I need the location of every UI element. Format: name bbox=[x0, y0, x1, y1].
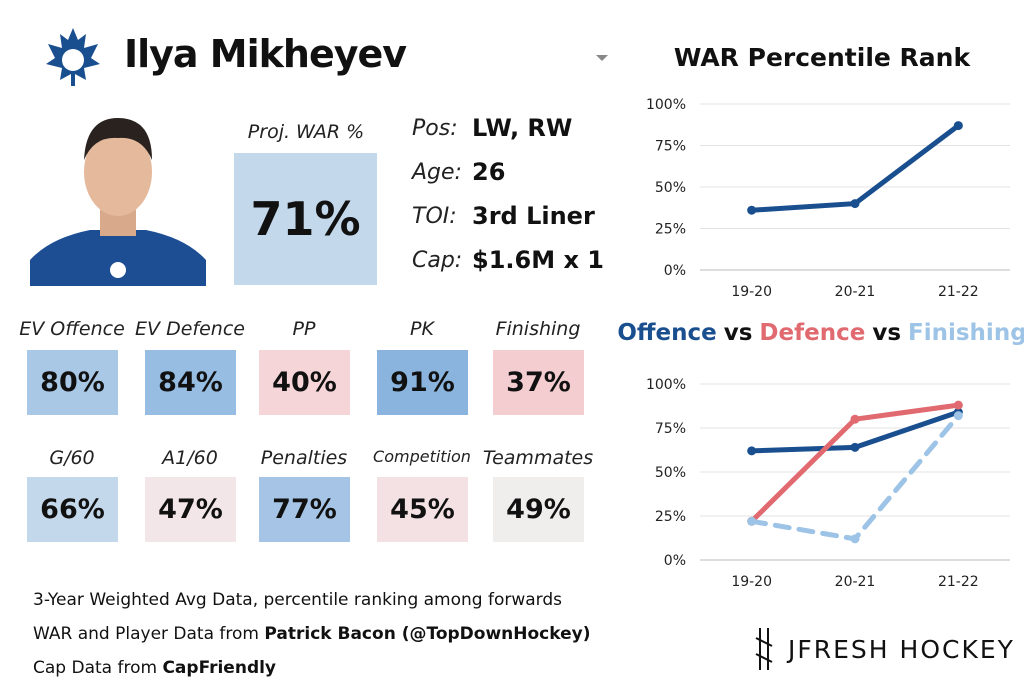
y-tick-label: 50% bbox=[655, 180, 686, 196]
x-tick-label: 21-22 bbox=[938, 574, 979, 590]
y-tick-label: 0% bbox=[664, 553, 686, 569]
bio-label: TOI: bbox=[412, 204, 457, 229]
dropdown-arrow[interactable] bbox=[594, 53, 610, 63]
series-line bbox=[749, 123, 961, 213]
y-tick-label: 0% bbox=[664, 263, 686, 279]
tile-label: EV Defence bbox=[135, 318, 245, 340]
y-tick-label: 25% bbox=[655, 509, 686, 525]
y-tick-label: 75% bbox=[655, 421, 686, 437]
legend-entry: Offence bbox=[617, 320, 716, 346]
tile-value: 47% bbox=[145, 477, 236, 542]
x-tick-label: 20-21 bbox=[835, 284, 876, 300]
tile-value: 91% bbox=[377, 350, 468, 415]
bio-value: 3rd Liner bbox=[472, 202, 595, 230]
x-tick-label: 21-22 bbox=[938, 284, 979, 300]
player-photo bbox=[30, 118, 206, 286]
brand-name: JFRESH HOCKEY bbox=[788, 635, 1015, 664]
brand-mark bbox=[755, 628, 773, 670]
footer-cap: Cap Data from CapFriendly bbox=[33, 658, 276, 678]
tile-value: 66% bbox=[27, 477, 118, 542]
tile-label: PP bbox=[292, 318, 316, 340]
tile-label: Finishing bbox=[495, 318, 581, 340]
player-name: Ilya Mikheyev bbox=[124, 32, 407, 76]
data-point bbox=[850, 414, 860, 424]
chart-title: Offence vs Defence vs Finishing bbox=[617, 320, 1024, 346]
bio-label: Cap: bbox=[412, 248, 463, 273]
legend-entry: Finishing bbox=[908, 320, 1024, 346]
x-tick-label: 19-20 bbox=[731, 284, 772, 300]
y-tick-label: 25% bbox=[655, 222, 686, 238]
x-tick-label: 20-21 bbox=[835, 574, 876, 590]
cap-text: Cap Data from bbox=[33, 658, 163, 678]
x-tick-label: 19-20 bbox=[731, 574, 772, 590]
data-point bbox=[850, 442, 860, 452]
team-logo bbox=[46, 28, 100, 86]
title-joiner: vs bbox=[872, 320, 901, 346]
data-point bbox=[747, 446, 757, 456]
bio-value: $1.6M x 1 bbox=[472, 246, 604, 274]
data-point bbox=[953, 400, 963, 410]
chart-title: WAR Percentile Rank bbox=[674, 43, 972, 72]
y-tick-label: 100% bbox=[646, 377, 686, 393]
legend-entry: Defence bbox=[759, 320, 865, 346]
data-point bbox=[953, 411, 963, 421]
tile-value: 37% bbox=[493, 350, 584, 415]
tile-label: G/60 bbox=[49, 447, 95, 469]
tile-value: 80% bbox=[27, 350, 118, 415]
credit-text: WAR and Player Data from bbox=[33, 624, 265, 644]
tile-label: Penalties bbox=[260, 447, 348, 469]
bio-label: Age: bbox=[412, 160, 462, 185]
title-joiner: vs bbox=[724, 320, 753, 346]
tile-value: 49% bbox=[493, 477, 584, 542]
projection-value: 71% bbox=[234, 153, 377, 285]
projection-label: Proj. WAR % bbox=[247, 121, 365, 143]
tile-label: EV Offence bbox=[19, 318, 125, 340]
credit-source: Patrick Bacon (@TopDownHockey) bbox=[264, 624, 591, 644]
tile-value: 77% bbox=[259, 477, 350, 542]
footer-credit: WAR and Player Data from Patrick Bacon (… bbox=[33, 624, 590, 644]
bio-label: Pos: bbox=[412, 116, 458, 141]
tile-label: Teammates bbox=[482, 447, 594, 469]
footer-note: 3-Year Weighted Avg Data, percentile ran… bbox=[33, 590, 563, 610]
bio-value: LW, RW bbox=[472, 114, 573, 142]
tile-label: PK bbox=[410, 318, 434, 340]
y-tick-label: 100% bbox=[646, 97, 686, 113]
tile-label: A1/60 bbox=[162, 447, 218, 469]
y-tick-label: 75% bbox=[655, 139, 686, 155]
cap-source: CapFriendly bbox=[162, 658, 277, 678]
series-line bbox=[749, 413, 961, 542]
tile-value: 40% bbox=[259, 350, 350, 415]
y-tick-label: 50% bbox=[655, 465, 686, 481]
data-point bbox=[850, 534, 860, 544]
tile-label: Competition bbox=[373, 447, 471, 466]
tile-value: 84% bbox=[145, 350, 236, 415]
data-point bbox=[747, 205, 757, 215]
tile-value: 45% bbox=[377, 477, 468, 542]
data-point bbox=[850, 199, 860, 209]
bio-value: 26 bbox=[472, 158, 506, 186]
data-point bbox=[747, 516, 757, 526]
data-point bbox=[953, 121, 963, 131]
